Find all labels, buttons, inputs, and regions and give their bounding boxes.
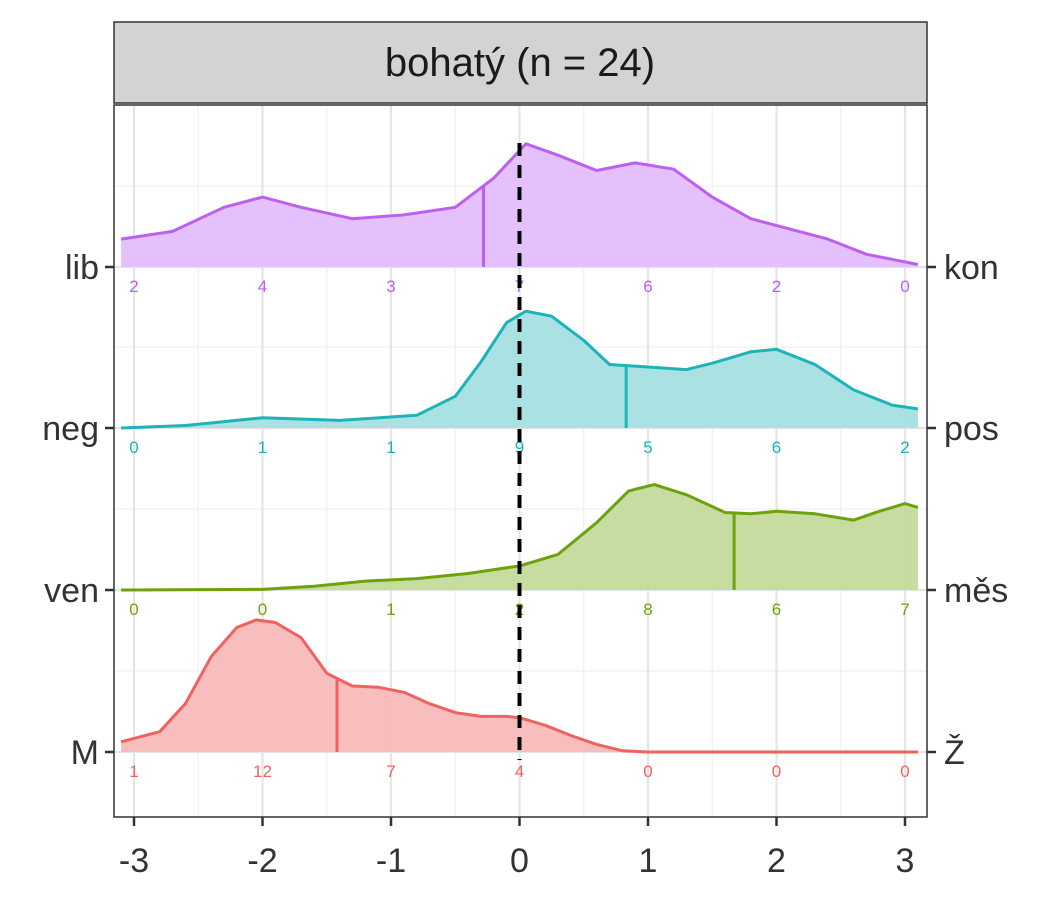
count-label: 1 bbox=[129, 762, 138, 781]
count-label: 7 bbox=[386, 762, 395, 781]
x-tick-label: 2 bbox=[767, 842, 786, 880]
count-label: 1 bbox=[386, 600, 395, 619]
x-tick-label: 3 bbox=[896, 842, 915, 880]
y-label-right: měs bbox=[944, 572, 1008, 610]
y-label-right: Ž bbox=[944, 734, 965, 772]
x-tick-label: -3 bbox=[119, 842, 149, 880]
y-label-right: pos bbox=[944, 410, 999, 448]
count-label: 2 bbox=[772, 277, 781, 296]
density-line-ven bbox=[121, 483, 919, 592]
count-label: 1 bbox=[258, 438, 267, 457]
count-label: 2 bbox=[129, 277, 138, 296]
count-label: 12 bbox=[253, 762, 272, 781]
count-label: 0 bbox=[258, 600, 267, 619]
y-label-left: lib bbox=[65, 249, 99, 287]
count-label: 0 bbox=[900, 762, 909, 781]
count-label: 1 bbox=[386, 438, 395, 457]
count-label: 0 bbox=[772, 762, 781, 781]
y-label-left: M bbox=[71, 734, 99, 772]
density-line-lib bbox=[120, 142, 919, 266]
density-line-M bbox=[120, 618, 918, 754]
count-label: 6 bbox=[772, 438, 781, 457]
count-label: 0 bbox=[643, 762, 652, 781]
x-tick-label: -1 bbox=[376, 842, 406, 880]
count-label: 2 bbox=[900, 438, 909, 457]
x-tick-label: 0 bbox=[510, 842, 529, 880]
count-label: 8 bbox=[643, 600, 652, 619]
density-area-M bbox=[121, 619, 918, 752]
facet-strip bbox=[113, 21, 928, 104]
density-line-neg bbox=[121, 309, 919, 430]
count-label: 0 bbox=[900, 277, 909, 296]
x-tick-label: 1 bbox=[639, 842, 658, 880]
plot-panel: 24376200119562001286711274000-3-2-10123M… bbox=[42, 104, 1008, 880]
count-label: 7 bbox=[900, 600, 909, 619]
count-label: 4 bbox=[515, 762, 524, 781]
count-label: 6 bbox=[772, 600, 781, 619]
count-label: 9 bbox=[515, 438, 524, 457]
y-label-left: ven bbox=[44, 572, 99, 610]
y-label-right: kon bbox=[944, 249, 999, 287]
y-label-left: neg bbox=[42, 410, 99, 448]
count-label: 4 bbox=[258, 277, 267, 296]
count-label: 0 bbox=[129, 438, 138, 457]
facet-label: bohatý (n = 24) bbox=[385, 41, 655, 85]
count-label: 6 bbox=[643, 277, 652, 296]
count-label: 0 bbox=[129, 600, 138, 619]
count-label: 3 bbox=[386, 277, 395, 296]
x-tick-label: -2 bbox=[247, 842, 277, 880]
density-area-lib bbox=[121, 143, 918, 267]
count-label: 5 bbox=[643, 438, 652, 457]
